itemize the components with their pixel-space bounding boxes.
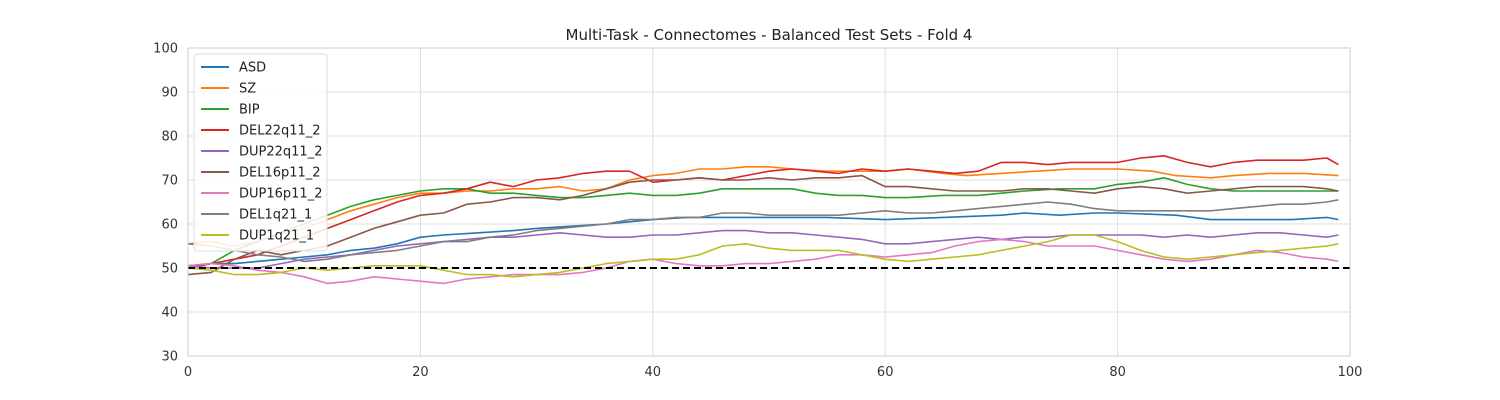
series-line-DUP16p11_2 (187, 238, 1339, 285)
y-tick-label: 40 (161, 306, 178, 321)
y-tick-label: 60 (161, 218, 178, 233)
y-tick-label: 30 (161, 350, 178, 365)
x-tick-label: 80 (1109, 365, 1126, 380)
legend-label-ASD: ASD (239, 61, 266, 76)
x-tick-label: 20 (412, 365, 429, 380)
plot-background (188, 48, 1350, 356)
legend-label-DEL22q11_2: DEL22q11_2 (239, 124, 321, 139)
series-line-DEL1q21_1 (187, 199, 1339, 263)
y-tick-label: 80 (161, 130, 178, 145)
legend: ASD SZ BIP DEL22q11_2 DUP22q11_2 DEL16p11_2 DU… (193, 53, 328, 252)
x-tick-label: 100 (1338, 365, 1363, 380)
legend-label-DUP1q21_1: DUP1q21_1 (239, 229, 314, 244)
y-tick-label: 100 (153, 42, 178, 57)
y-tick-label: 90 (161, 86, 178, 101)
legend-label-SZ: SZ (239, 82, 256, 97)
legend-label-DUP16p11_2: DUP16p11_2 (239, 187, 322, 202)
series-line-DEL22q11_2 (187, 155, 1339, 269)
legend-box (193, 53, 328, 252)
chart-title: Multi-Task - Connectomes - Balanced Test… (566, 26, 973, 44)
series-line-DUP22q11_2 (187, 229, 1339, 269)
x-tick-label: 60 (877, 365, 894, 380)
legend-label-DUP22q11_2: DUP22q11_2 (239, 145, 322, 160)
series-line-SZ (187, 166, 1339, 247)
y-tick-label: 70 (161, 174, 178, 189)
series-line-BIP (187, 177, 1339, 269)
series-line-ASD (187, 212, 1339, 267)
x-tick-label: 0 (184, 365, 192, 380)
legend-label-DEL16p11_2: DEL16p11_2 (239, 166, 321, 181)
plot-area (188, 48, 1350, 356)
x-tick-label: 40 (645, 365, 662, 380)
series-line-DUP1q21_1 (187, 234, 1339, 278)
plot-frame (187, 47, 1351, 357)
y-tick-label: 50 (161, 262, 178, 277)
series-line-DEL16p11_2 (187, 174, 1339, 276)
axes: 0 20 40 60 80 100 30 40 50 60 70 80 90 100 (153, 42, 1362, 381)
legend-label-DEL1q21_1: DEL1q21_1 (239, 208, 312, 223)
legend-label-BIP: BIP (239, 103, 260, 118)
series-lines (187, 155, 1339, 285)
